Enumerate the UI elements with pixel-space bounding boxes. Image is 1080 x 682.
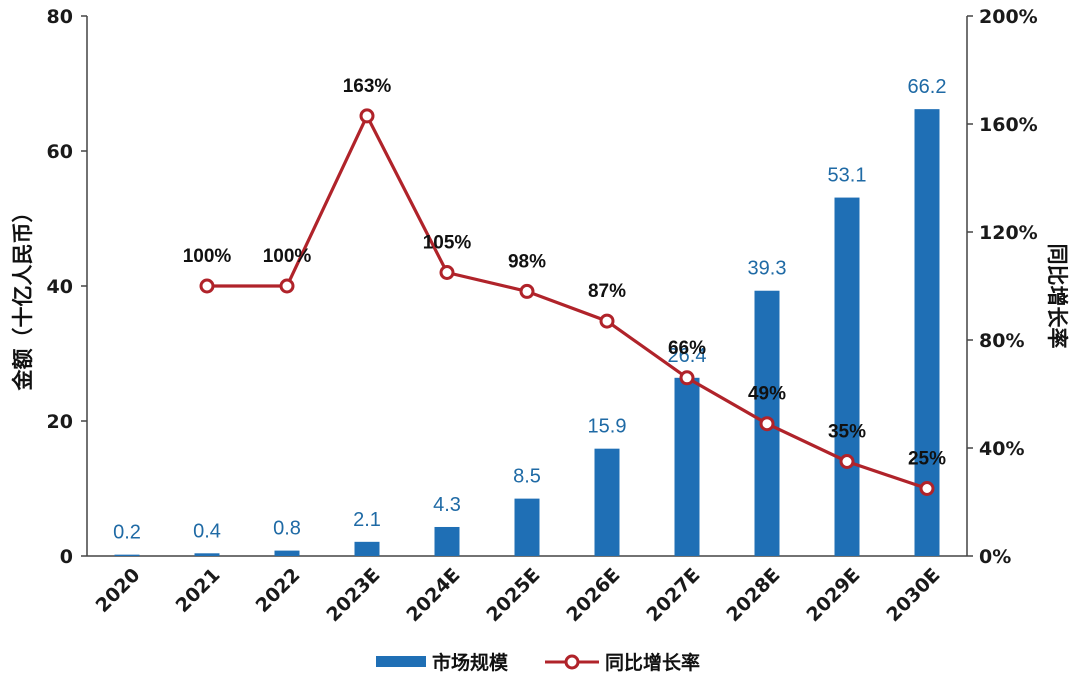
legend-line-label: 同比增长率 [605, 651, 700, 674]
line-point [519, 283, 535, 299]
line-value-label: 35% [828, 422, 866, 443]
legend: 市场规模 同比增长率 [376, 651, 700, 674]
y2-tick-label: 200% [979, 6, 1038, 28]
bar [594, 448, 620, 556]
bar-series [114, 109, 940, 557]
bar-value-label: 15.9 [588, 416, 627, 438]
line-point [359, 108, 375, 124]
line-point [279, 278, 295, 294]
y2-axis-title: 同比增长率 [1045, 244, 1069, 349]
bar-value-label: 0.2 [113, 522, 141, 544]
bar [194, 553, 220, 556]
legend-bar-swatch [376, 656, 426, 667]
y-axis-title: 金额（十亿人民币） [11, 202, 35, 392]
x-tick-label: 2026E [562, 564, 624, 626]
bar-value-label: 53.1 [828, 165, 867, 187]
bar-value-label: 66.2 [908, 76, 947, 98]
y-tick-label: 0 [60, 546, 73, 568]
y2-tick-label: 40% [979, 438, 1024, 460]
legend-bar-label: 市场规模 [432, 651, 509, 674]
y-tick-label: 40 [47, 276, 73, 298]
bar-value-label: 26.4 [668, 345, 707, 367]
bar [434, 526, 460, 556]
line-value-label: 163% [343, 76, 392, 97]
bar-value-label: 0.8 [273, 518, 301, 540]
line-value-label: 100% [263, 246, 312, 267]
x-tick-label: 2030E [882, 564, 944, 626]
bar-value-label: 8.5 [513, 466, 541, 488]
x-tick-label: 2024E [402, 564, 464, 626]
y-tick-label: 60 [47, 141, 73, 163]
line-value-label: 49% [748, 384, 786, 405]
bar [274, 550, 300, 556]
x-tick-label: 2023E [322, 564, 384, 626]
bar [354, 541, 380, 556]
bar-value-label: 2.1 [353, 509, 381, 531]
bar [514, 498, 540, 556]
bar [114, 554, 140, 556]
y-tick-label: 80 [47, 6, 73, 28]
y2-tick-label: 0% [979, 546, 1011, 568]
x-tick-label: 2028E [722, 564, 784, 626]
line-value-label: 98% [508, 251, 546, 272]
x-tick-label: 2021 [172, 564, 225, 617]
y2-tick-label: 120% [979, 222, 1038, 244]
line-point [439, 265, 455, 280]
line-point [599, 313, 615, 329]
x-tick-label: 2025E [482, 564, 544, 626]
line-value-label: 100% [183, 246, 232, 267]
y2-tick-label: 160% [979, 114, 1038, 136]
bar [674, 377, 700, 556]
growth-line [207, 112, 928, 491]
line-value-label: 66% [668, 338, 706, 359]
bar [834, 197, 860, 556]
line-point [199, 278, 215, 294]
bar-value-label: 4.3 [433, 494, 461, 516]
line-value-label: 25% [908, 449, 946, 470]
line-point [759, 416, 775, 432]
y2-tick-label: 80% [979, 330, 1024, 352]
line-series [199, 108, 935, 496]
bar-value-label: 0.4 [193, 520, 221, 542]
line-point [679, 370, 695, 386]
legend-line-marker [564, 654, 580, 670]
y-tick-label: 20 [47, 411, 73, 433]
x-tick-label: 2022 [252, 564, 305, 617]
line-point [919, 481, 935, 496]
x-tick-label: 2029E [802, 564, 864, 626]
x-tick-label: 2027E [642, 564, 704, 626]
line-value-label: 105% [423, 233, 472, 254]
line-point [839, 454, 855, 469]
data-labels: 0.2 0.4 0.8 2.1 4.3 8.5 15.9 26.4 39.3 53.1 66.2 10… [113, 76, 946, 544]
bar-value-label: 39.3 [748, 258, 787, 280]
line-value-label: 87% [588, 281, 626, 302]
x-tick-label: 2020 [92, 564, 145, 617]
